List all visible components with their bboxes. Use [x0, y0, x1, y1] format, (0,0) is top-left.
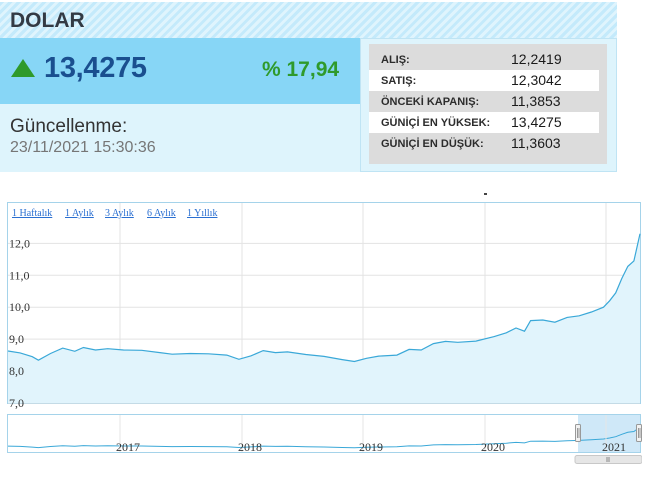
currency-title: DOLAR — [10, 9, 85, 32]
stat-label: GÜNİÇİ EN DÜŞÜK: — [381, 138, 484, 150]
price-panel: 13,4275 % 17,94 — [0, 38, 360, 104]
navigator-series-line — [7, 426, 641, 449]
y-tick-label: 11,0 — [9, 268, 30, 282]
navigator-handle-left[interactable] — [575, 424, 581, 442]
stat-label: GÜNİÇİ EN YÜKSEK: — [381, 117, 491, 129]
stat-label: ÖNCEKİ KAPANIŞ: — [381, 96, 480, 108]
range-button-4[interactable]: 1 Yıllık — [187, 208, 218, 219]
stat-row-alis: ALIŞ: 12,2419 — [369, 49, 599, 70]
navigator-year-labels: 2017 2018 2019 2020 2021 — [116, 440, 626, 454]
chart-frame: 7,0 8,0 9,0 10,0 11,0 12,0 2017 2018 2019 2020 20… — [7, 202, 642, 464]
y-axis-labels: 7,0 8,0 9,0 10,0 11,0 12,0 — [9, 236, 30, 410]
y-tick-label: 12,0 — [9, 236, 30, 250]
price-chart: 7,08,09,010,011,012,0 2017 2018 2019 2020 20… — [7, 202, 642, 464]
stat-value: 11,3853 — [511, 93, 561, 109]
dot-mark — [484, 193, 487, 195]
stat-label: ALIŞ: — [381, 54, 410, 66]
stat-value: 11,3603 — [511, 135, 561, 151]
y-tick-label: 8,0 — [9, 364, 24, 378]
change-percent: % 17,94 — [262, 58, 340, 81]
stat-row-satis: SATIŞ: 12,3042 — [369, 70, 599, 91]
stat-row-gunici-yuksek: GÜNİÇİ EN YÜKSEK: 13,4275 — [369, 112, 599, 133]
current-price: 13,4275 — [44, 52, 147, 84]
title-bar: DOLAR — [0, 2, 617, 38]
x-tick-label: 2021 — [602, 440, 626, 454]
stat-row-onceki-kapanis: ÖNCEKİ KAPANIŞ: 11,3853 — [369, 91, 599, 112]
update-time: 23/11/2021 15:30:36 — [10, 139, 156, 156]
stat-value: 12,3042 — [511, 72, 562, 88]
navigator-gridlines — [119, 415, 607, 452]
x-tick-label: 2018 — [238, 440, 262, 454]
navigator-handle-right[interactable] — [636, 424, 642, 442]
stats-table: ALIŞ: 12,2419 SATIŞ: 12,3042 ÖNCEKİ KAPA… — [369, 44, 607, 164]
x-tick-label: 2019 — [359, 440, 383, 454]
x-tick-label: 2020 — [481, 440, 505, 454]
update-label: Güncellenme: — [10, 116, 128, 137]
update-panel: Güncellenme: 23/11/2021 15:30:36 — [0, 104, 360, 172]
stat-value: 13,4275 — [511, 114, 562, 130]
range-button-0[interactable]: 1 Haftalık — [12, 208, 53, 219]
arrow-up-icon — [11, 59, 35, 77]
stats-panel: ALIŞ: 12,2419 SATIŞ: 12,3042 ÖNCEKİ KAPA… — [360, 38, 617, 172]
stat-row-gunici-dusuk: GÜNİÇİ EN DÜŞÜK: 11,3603 — [369, 133, 599, 154]
stat-value: 12,2419 — [511, 51, 562, 67]
y-tick-label: 9,0 — [9, 332, 24, 346]
range-button-3[interactable]: 6 Aylık — [147, 208, 176, 219]
navigator-selection[interactable] — [578, 415, 640, 452]
y-tick-label: 10,0 — [9, 300, 30, 314]
range-button-2[interactable]: 3 Aylık — [105, 208, 134, 219]
x-tick-label: 2017 — [116, 440, 140, 454]
stat-label: SATIŞ: — [381, 75, 417, 87]
range-button-1[interactable]: 1 Aylık — [65, 208, 94, 219]
main-area-fill — [8, 233, 640, 403]
y-tick-label: 7,0 — [9, 396, 24, 410]
main-series-line — [7, 233, 641, 363]
